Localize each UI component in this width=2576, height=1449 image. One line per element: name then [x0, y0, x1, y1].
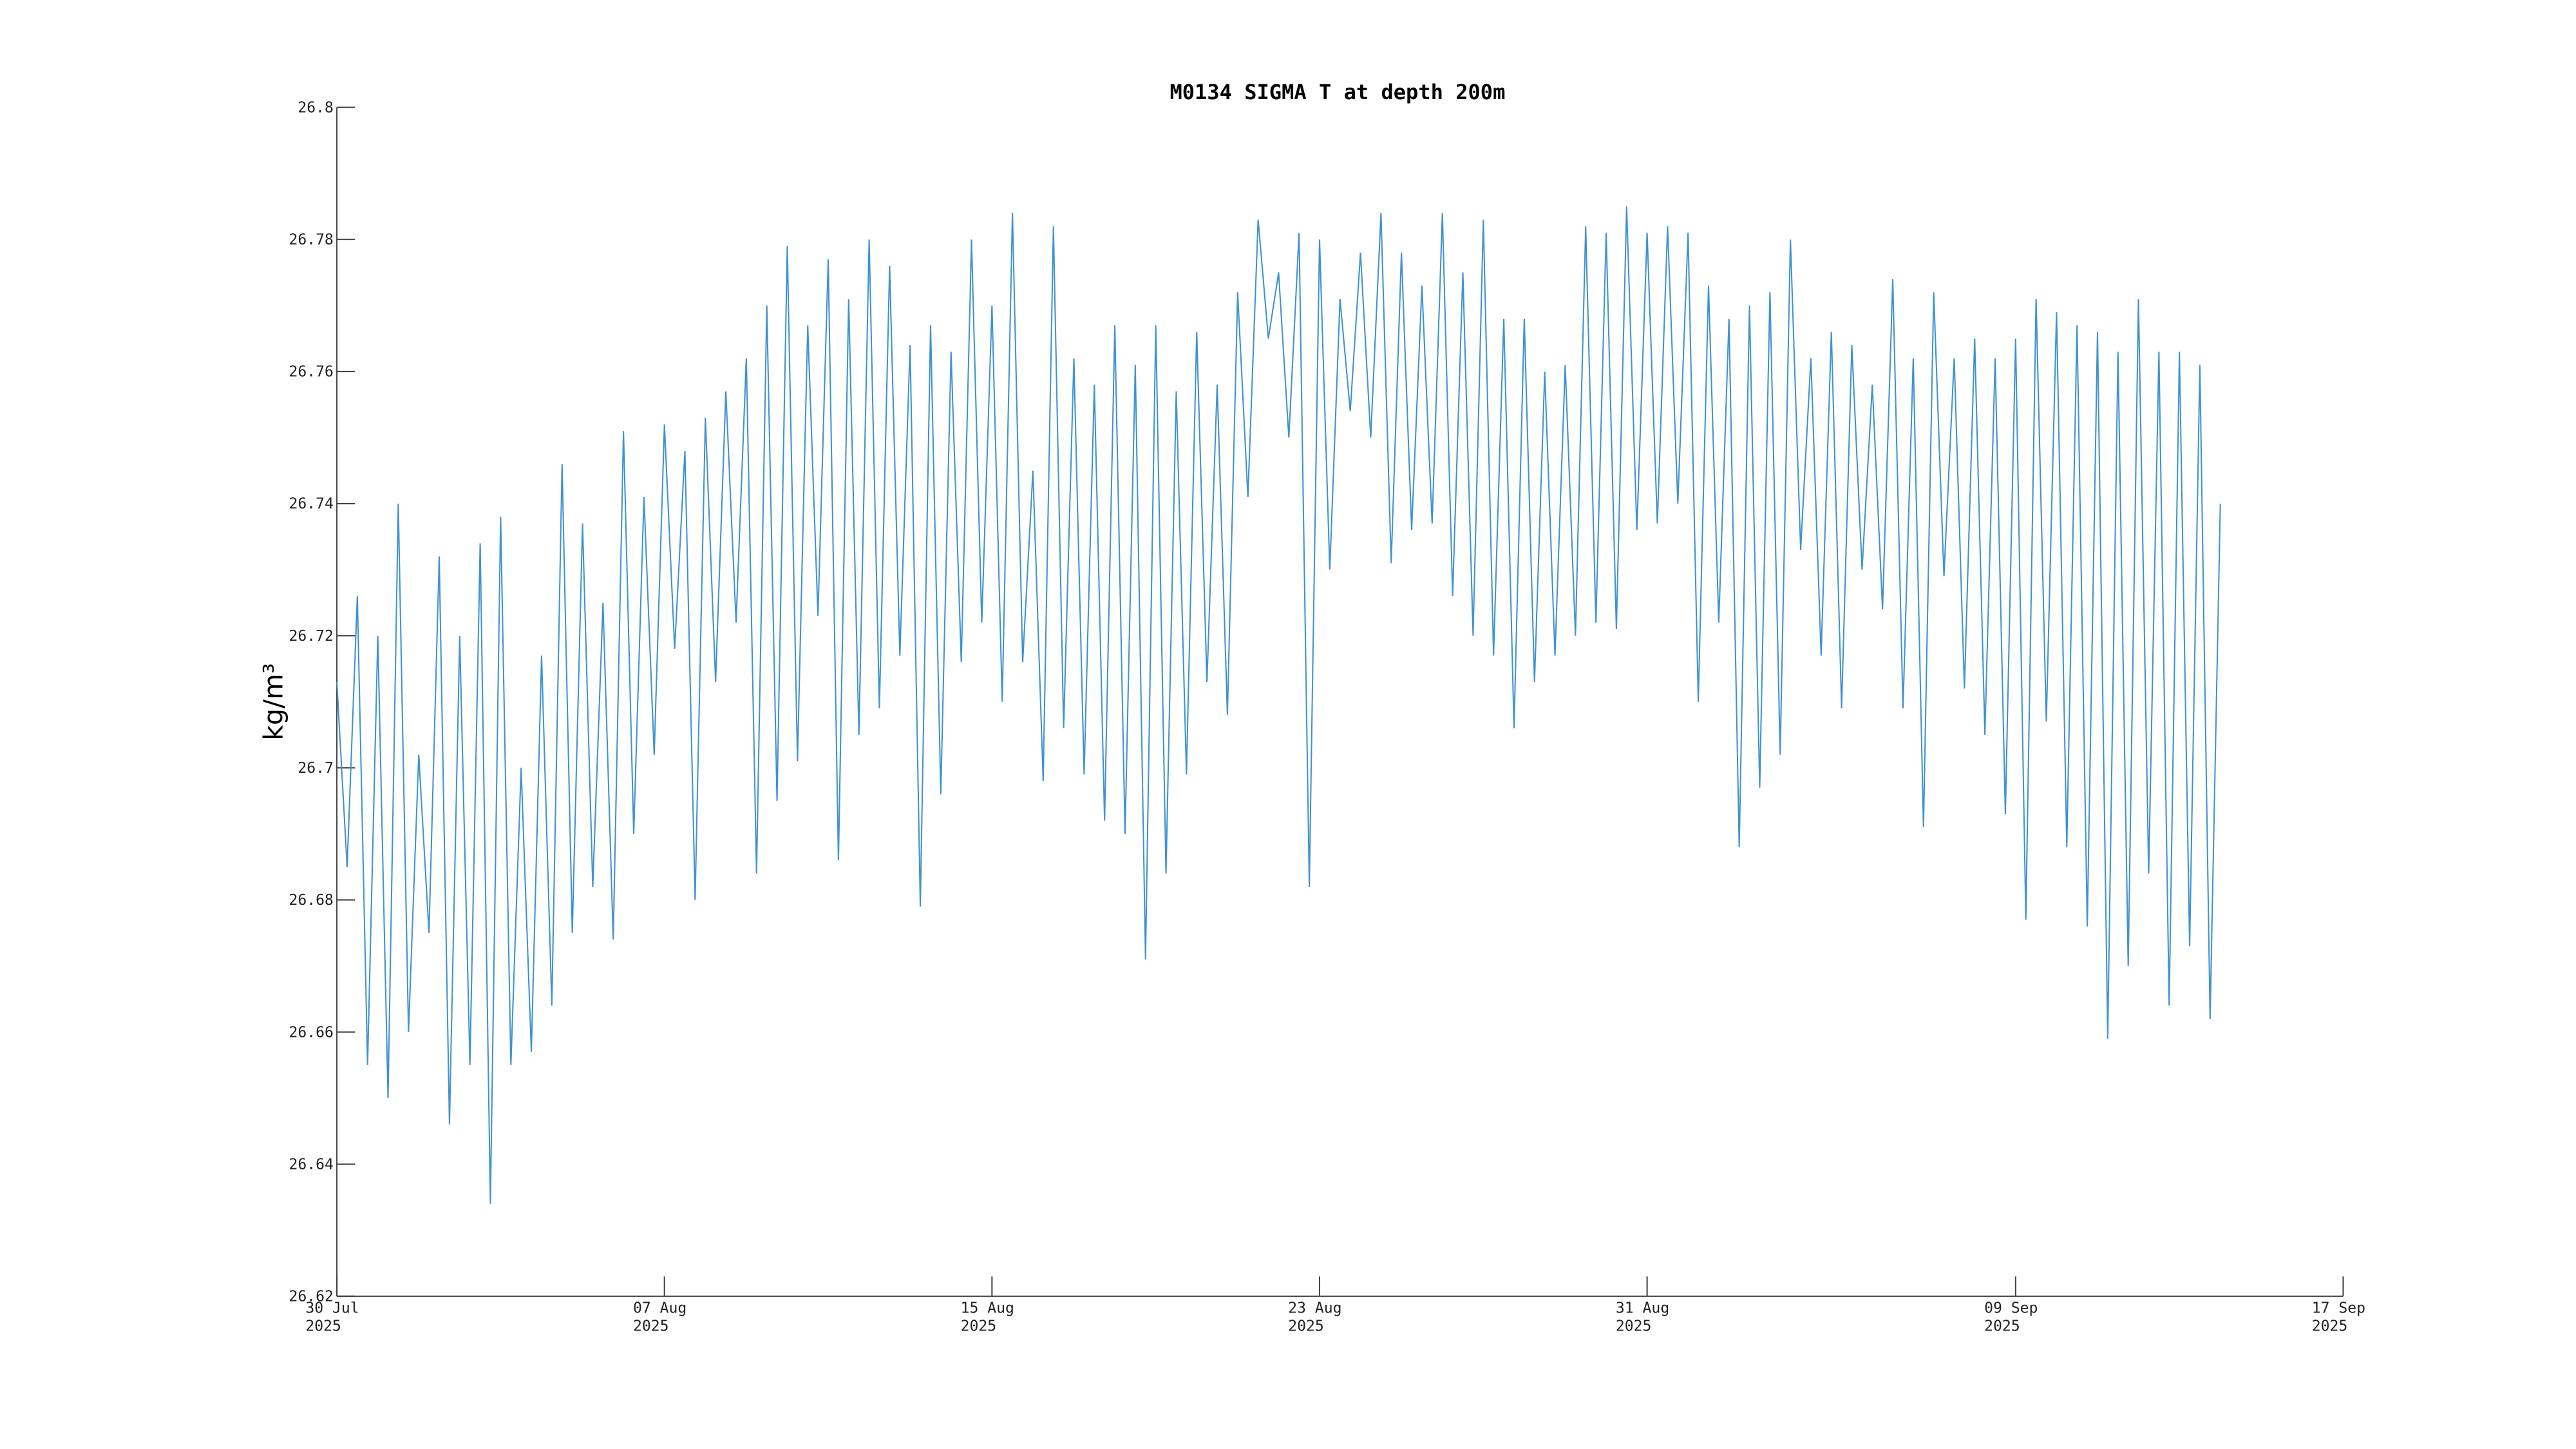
chart-title: M0134 SIGMA T at depth 200m — [1170, 80, 1505, 104]
x-tick-label: 09 Sep 2025 — [1984, 1300, 2038, 1334]
data-line — [336, 206, 2221, 1204]
y-tick-label: 26.66 — [289, 1024, 334, 1041]
x-tick-label: 31 Aug 2025 — [1616, 1300, 1669, 1334]
y-tick-label: 26.62 — [289, 1289, 334, 1305]
y-tick-label: 26.64 — [289, 1156, 334, 1173]
x-tick-label: 23 Aug 2025 — [1288, 1300, 1341, 1334]
x-tick-label: 07 Aug 2025 — [633, 1300, 687, 1334]
y-tick-label: 26.72 — [289, 628, 334, 645]
y-tick-label: 26.76 — [289, 364, 334, 381]
y-tick-label: 26.8 — [298, 99, 334, 116]
y-tick-label: 26.78 — [289, 231, 334, 248]
y-tick-label: 26.74 — [289, 496, 334, 513]
x-tick-label: 17 Sep 2025 — [2312, 1300, 2365, 1334]
y-axis-label: kg/m³ — [258, 663, 289, 741]
y-tick-label: 26.7 — [298, 760, 334, 777]
x-tick-label: 30 Jul 2025 — [305, 1300, 359, 1334]
y-tick-label: 26.68 — [289, 892, 334, 909]
x-tick-label: 15 Aug 2025 — [961, 1300, 1014, 1334]
